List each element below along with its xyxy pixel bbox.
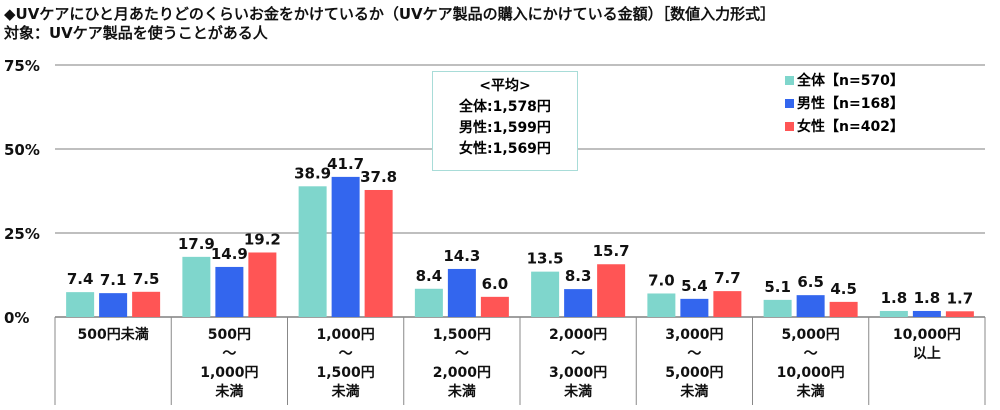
x-tick-label: ～ — [804, 346, 818, 362]
x-tick-label: 3,000円 — [549, 365, 607, 381]
data-label: 14.9 — [211, 245, 248, 263]
data-label: 8.4 — [416, 267, 443, 285]
data-label: 19.2 — [244, 230, 281, 248]
bar-all — [298, 186, 327, 317]
legend-swatch — [785, 76, 794, 85]
x-tick-label: ～ — [339, 346, 353, 362]
data-label: 41.7 — [327, 155, 364, 173]
data-label: 14.3 — [443, 247, 480, 265]
x-tick-label: 5,000円 — [781, 327, 839, 343]
bar-all — [879, 310, 908, 317]
bar-female — [364, 189, 393, 317]
x-tick-label: 1,500円 — [433, 327, 491, 343]
data-label: 7.5 — [133, 270, 160, 288]
x-tick-label: 1,500円 — [316, 365, 374, 381]
bar-male — [796, 295, 825, 317]
y-tick-label: 25% — [4, 225, 40, 243]
bar-all — [647, 293, 676, 317]
legend-item-all: 全体【n=570】 — [785, 70, 904, 93]
bar-male — [99, 293, 128, 317]
legend-label: 全体【n=570】 — [797, 73, 904, 89]
bar-male — [331, 176, 360, 317]
bar-all — [414, 288, 443, 317]
x-tick-label: ～ — [455, 346, 469, 362]
x-tick-label: 未満 — [680, 383, 708, 400]
x-tick-label: 未満 — [564, 383, 592, 400]
x-tick-label: 10,000円 — [777, 365, 845, 381]
data-label: 7.0 — [648, 271, 675, 289]
x-tick-label: 1,000円 — [316, 327, 374, 343]
data-label: 8.3 — [565, 267, 592, 285]
legend: 全体【n=570】 男性【n=168】 女性【n=402】 — [785, 70, 904, 139]
bar-female — [597, 264, 626, 317]
data-label: 7.1 — [100, 271, 127, 289]
x-tick-label: 10,000円 — [893, 327, 961, 343]
chart-title: ◆UVケアにひと月あたりどのくらいお金をかけているか（UVケア製品の購入にかけて… — [4, 5, 776, 23]
data-label: 1.7 — [947, 289, 974, 307]
average-all: 全体:1,578円 — [459, 99, 551, 115]
data-label: 7.7 — [714, 269, 741, 287]
bar-all — [66, 292, 95, 317]
data-label: 6.0 — [482, 275, 509, 293]
x-tick-label: ～ — [687, 346, 701, 362]
bar-female — [713, 291, 742, 317]
x-tick-label: 1,000円 — [200, 365, 258, 381]
bar-male — [912, 310, 941, 317]
x-tick-label: 3,000円 — [665, 327, 723, 343]
bar-male — [215, 266, 244, 317]
chart-subtitle: 対象：UVケア製品を使うことがある人 — [4, 24, 268, 42]
bar-all — [531, 271, 560, 317]
legend-swatch — [785, 122, 794, 131]
x-tick-label: 以上 — [913, 346, 941, 362]
y-tick-label: 50% — [4, 141, 40, 159]
legend-swatch — [785, 99, 794, 108]
data-label: 13.5 — [527, 250, 564, 268]
x-tick-label: 2,000円 — [549, 327, 607, 343]
data-label: 15.7 — [593, 242, 630, 260]
y-tick-label: 0% — [4, 309, 29, 327]
x-tick-label: 未満 — [215, 383, 243, 400]
data-label: 17.9 — [178, 235, 215, 253]
x-tick-label: ～ — [571, 346, 585, 362]
average-box: <平均> 全体:1,578円 男性:1,599円 女性:1,569円 — [432, 71, 578, 171]
bar-female — [480, 296, 509, 317]
x-tick-label: 未満 — [332, 383, 360, 400]
bar-female — [945, 311, 974, 317]
legend-label: 男性【n=168】 — [797, 96, 904, 112]
x-tick-label: 2,000円 — [433, 365, 491, 381]
bar-male — [564, 289, 593, 317]
x-tick-label: 500円 — [208, 327, 251, 343]
y-tick-label: 75% — [4, 57, 40, 75]
average-heading: <平均> — [479, 78, 531, 94]
x-tick-label: 5,000円 — [665, 365, 723, 381]
data-label: 4.5 — [830, 280, 857, 298]
average-male: 男性:1,599円 — [459, 120, 551, 136]
data-label: 37.8 — [360, 168, 397, 186]
data-label: 38.9 — [294, 164, 331, 182]
x-tick-label: 未満 — [797, 383, 825, 400]
data-label: 7.4 — [67, 270, 94, 288]
data-label: 6.5 — [797, 273, 824, 291]
bar-female — [248, 252, 277, 317]
legend-label: 女性【n=402】 — [797, 119, 904, 135]
bar-female — [132, 291, 161, 317]
legend-item-female: 女性【n=402】 — [785, 116, 904, 139]
bar-female — [829, 301, 858, 317]
bar-all — [763, 299, 792, 317]
average-female: 女性:1,569円 — [459, 141, 551, 157]
data-label: 5.1 — [764, 278, 791, 296]
data-label: 5.4 — [681, 277, 708, 295]
data-label: 1.8 — [914, 289, 941, 307]
legend-item-male: 男性【n=168】 — [785, 93, 904, 116]
x-tick-label: ～ — [222, 346, 236, 362]
bar-male — [447, 268, 476, 317]
bar-male — [680, 298, 709, 317]
bar-all — [182, 256, 211, 317]
data-label: 1.8 — [881, 289, 908, 307]
x-tick-label: 未満 — [448, 383, 476, 400]
x-tick-label: 500円未満 — [78, 326, 149, 343]
